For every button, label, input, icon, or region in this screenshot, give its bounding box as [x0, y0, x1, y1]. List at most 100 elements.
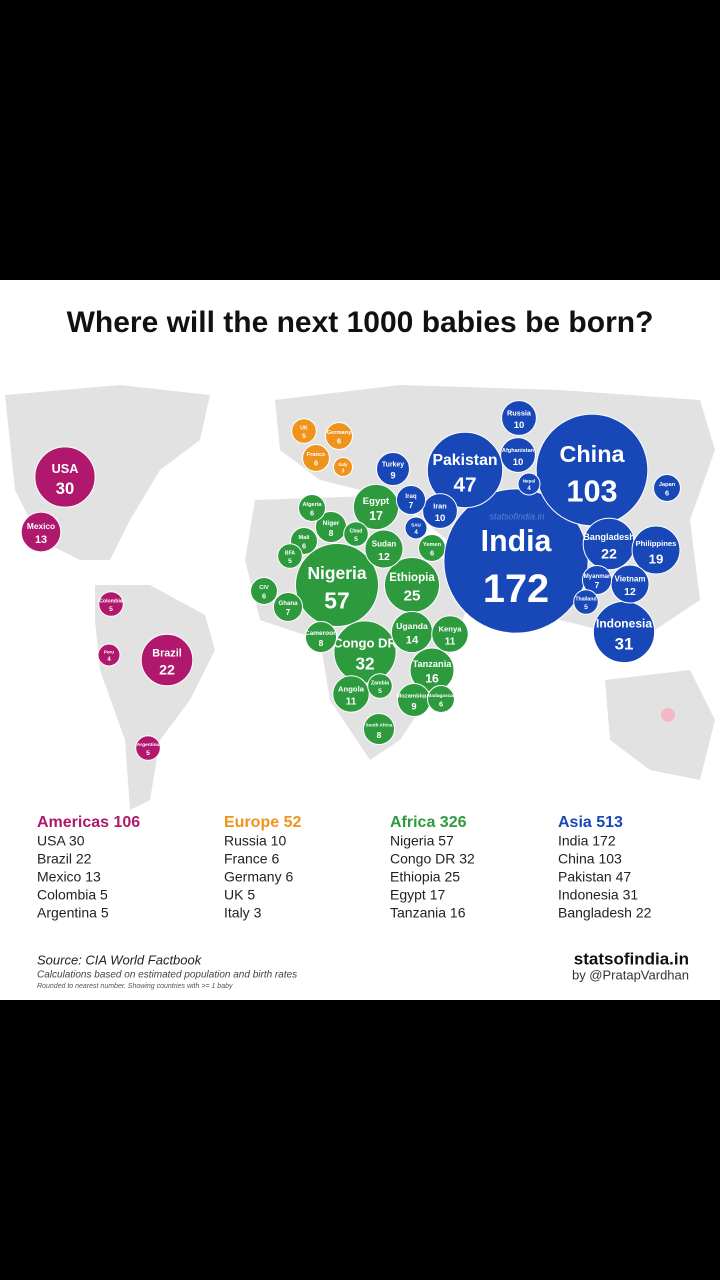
bubble-value: 6	[439, 700, 443, 709]
bubble-name: Angola	[338, 684, 365, 693]
legend-item: Ethiopia 25	[390, 869, 460, 885]
bubble-name: Brazil	[152, 647, 182, 659]
bubble-value: 6	[310, 509, 314, 518]
bubble	[500, 437, 536, 473]
bubble-value: 6	[337, 437, 341, 446]
legend-heading: Europe 52	[224, 814, 301, 831]
bubble	[332, 456, 354, 478]
legend-item: India 172	[558, 833, 616, 849]
legend-item: Nigeria 57	[390, 833, 454, 849]
bubble-value: 22	[159, 663, 175, 679]
bubble-name: Kenya	[439, 624, 463, 633]
bubble-name: Peru	[104, 649, 114, 654]
bubble-value: 4	[414, 530, 418, 536]
bubble	[304, 620, 338, 654]
bubble-value: 6	[430, 549, 434, 558]
bubble	[631, 525, 681, 575]
bubble	[97, 643, 121, 667]
bubble	[653, 474, 681, 502]
bubble-value: 19	[649, 552, 664, 567]
bubble-name: Chad	[350, 528, 363, 534]
bubble	[298, 494, 326, 522]
bubble	[535, 413, 649, 527]
bubble-value: 5	[146, 750, 150, 757]
bubble-value: 25	[404, 588, 421, 605]
bubble-name: South Africa	[366, 722, 393, 727]
bubble-value: 6	[262, 592, 266, 601]
bubble-value: 7	[409, 501, 414, 510]
legend-item: Mexico 13	[37, 869, 101, 885]
bubble-name: France	[307, 452, 326, 458]
legend-item: UK 5	[224, 887, 255, 903]
bubble-name: Zambia	[371, 680, 389, 686]
bubble-value: 10	[514, 420, 525, 431]
bubble-name: Russia	[507, 409, 532, 418]
legend-item: Brazil 22	[37, 851, 92, 867]
bubble-value: 12	[378, 552, 390, 563]
bubble	[343, 521, 369, 547]
legend-item: USA 30	[37, 833, 85, 849]
bubble-name: UK	[300, 425, 308, 431]
bubble	[427, 685, 455, 713]
bubble	[517, 472, 541, 496]
note: Rounded to nearest number. Showing count…	[37, 983, 233, 990]
bubble-name: Mali	[299, 535, 310, 541]
bubble-name: Turkey	[382, 462, 404, 469]
legend-item: Congo DR 32	[390, 851, 475, 867]
bubble-name: Tanzania	[413, 659, 453, 669]
bubble	[135, 735, 161, 761]
bubble	[302, 444, 330, 472]
bubble	[367, 673, 393, 699]
legend-item: Colombia 5	[37, 887, 108, 903]
bubble-value: 3	[342, 468, 345, 474]
legend-item: Bangladesh 22	[558, 905, 652, 921]
bubble	[426, 431, 504, 509]
bubble	[294, 542, 380, 628]
bubble-value: 103	[566, 474, 617, 509]
bubble-name: Cameroon	[305, 630, 337, 637]
bubble-value: 10	[435, 513, 446, 524]
bubble	[20, 511, 62, 553]
bubble	[431, 615, 469, 653]
bubble	[250, 577, 278, 605]
bubble-name: Uganda	[396, 621, 428, 631]
bubble-value: 9	[390, 470, 395, 480]
bubble-value: 32	[355, 655, 374, 674]
north-america	[5, 385, 210, 560]
bubble	[592, 600, 656, 664]
bubble-name: Afghanistan	[502, 448, 535, 454]
legend-item: Italy 3	[224, 905, 262, 921]
bubble-value: 13	[35, 534, 47, 546]
bubble	[364, 529, 404, 569]
bubble	[325, 422, 353, 450]
bubble-name: China	[559, 441, 625, 467]
bubble	[501, 400, 537, 436]
bubble-name: USA	[52, 462, 79, 476]
byline: by @PratapVardhan	[572, 967, 689, 982]
bubble-name: Ethiopia	[389, 572, 435, 584]
bubble-name: Niger	[323, 520, 340, 527]
bubble	[395, 484, 427, 516]
bubble-value: 6	[314, 459, 318, 468]
bubble-name: Vietnam	[615, 574, 646, 583]
legend: Americas 106 USA 30 Brazil 22 Mexico 13 Colo…	[37, 814, 652, 920]
legend-item: Indonesia 31	[558, 887, 638, 903]
legend-heading: Asia 513	[558, 814, 623, 831]
legend-item: France 6	[224, 851, 279, 867]
bubble-name: Italy	[338, 462, 348, 467]
bubble-value: 22	[601, 547, 617, 563]
title: Where will the next 1000 babies be born?	[67, 306, 654, 339]
bubble-value: 11	[445, 636, 456, 647]
bubble	[140, 633, 194, 687]
bubble-name: Mozambique	[396, 693, 432, 699]
bubble-name: Sudan	[372, 539, 397, 548]
source: Source: CIA World Factbook	[37, 952, 203, 967]
legend-heading: Africa 326	[390, 814, 467, 831]
bubble-value: 9	[411, 701, 416, 711]
bubble-name: Nepal	[523, 478, 536, 483]
bubble	[332, 675, 370, 713]
bubble	[277, 543, 303, 569]
bubble-name: Ghana	[278, 600, 298, 607]
bubble-name: Myanmar	[584, 573, 611, 580]
